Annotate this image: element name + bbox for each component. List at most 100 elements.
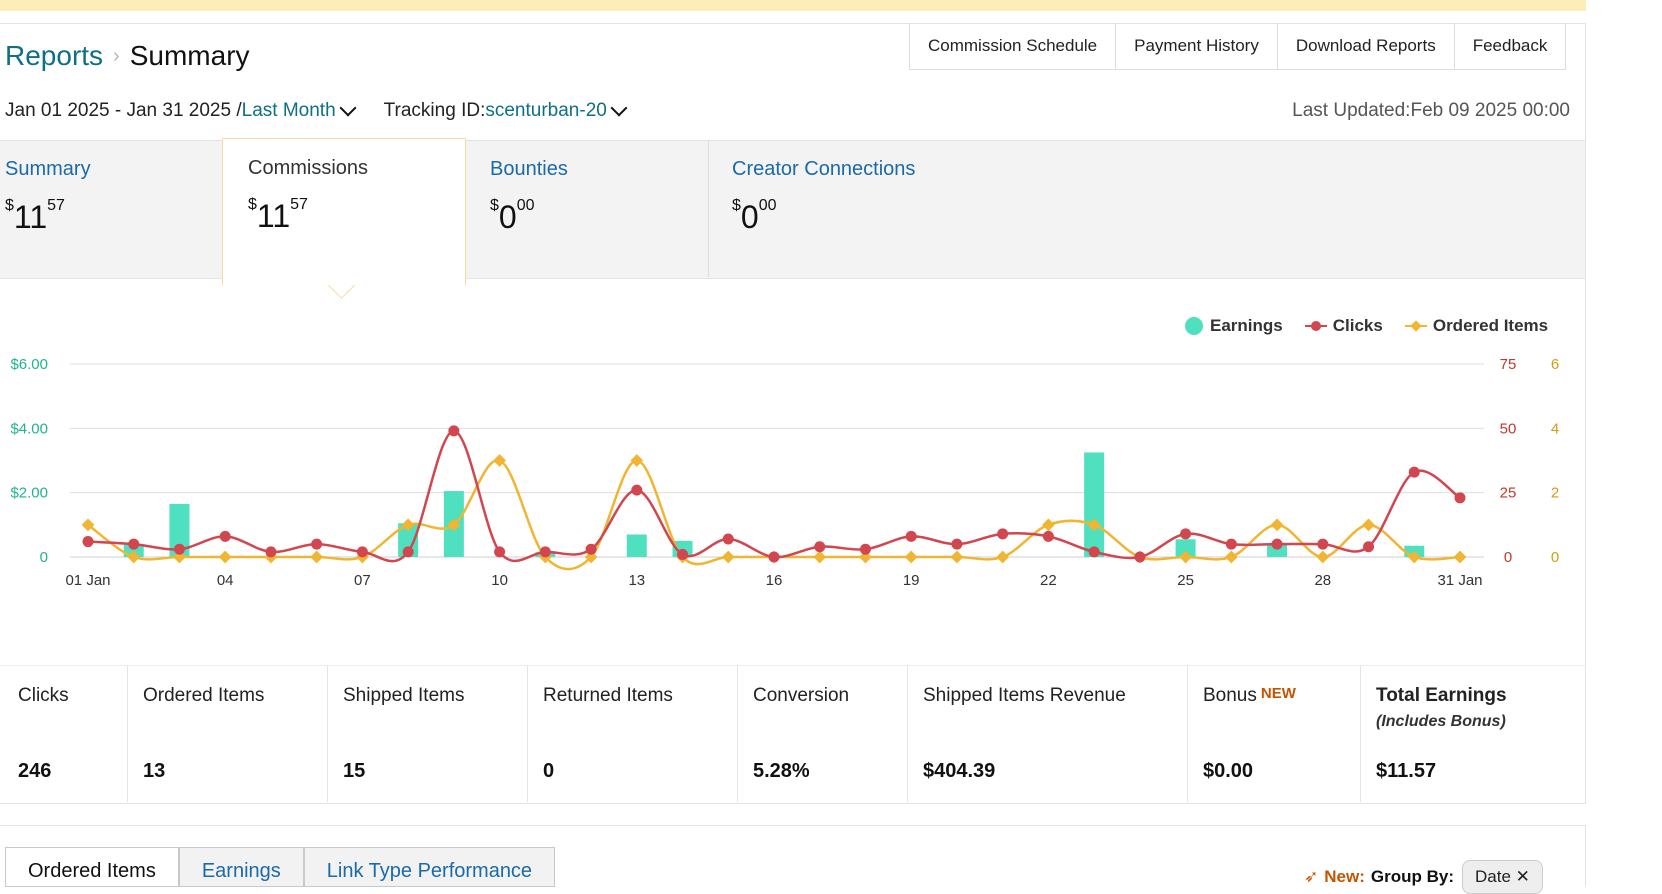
- y-right-clicks-tick-label: 25: [1500, 485, 1517, 502]
- clicks-point: [265, 546, 277, 558]
- ordered-items-point: [721, 550, 735, 564]
- link-type-performance-tab[interactable]: Link Type Performance: [303, 847, 556, 887]
- ordered-items-point: [813, 550, 827, 564]
- clicks-point: [311, 538, 323, 550]
- group-by-label: Group By:: [1370, 867, 1454, 886]
- creator-connections-tab[interactable]: Creator Connections $000: [732, 140, 1032, 277]
- ordered-items-point: [904, 550, 918, 564]
- metric-divider: [527, 665, 528, 802]
- clicks-point: [859, 543, 871, 555]
- clicks-point: [1225, 538, 1237, 550]
- summary-tab[interactable]: Summary $1157: [5, 140, 220, 277]
- earnings-tab[interactable]: Earnings: [178, 847, 304, 887]
- x-tick-label: 28: [1314, 572, 1331, 589]
- ordered-items-point: [493, 454, 506, 467]
- ordered-items-point: [218, 550, 232, 564]
- metric-total-earnings: Total Earnings (Includes Bonus) $11.57: [1358, 665, 1585, 802]
- summary-tab-amount: $1157: [5, 197, 65, 235]
- y-right-clicks-tick-label: 0: [1504, 549, 1512, 566]
- clicks-point: [1088, 546, 1100, 558]
- y-right-ordered-tick-label: 2: [1551, 485, 1559, 502]
- metric-label: Shipped Items: [343, 685, 465, 706]
- metric-conversion: Conversion 5.28%: [735, 665, 905, 802]
- commission-schedule-tab[interactable]: Commission Schedule: [910, 23, 1117, 69]
- clicks-point: [1454, 492, 1466, 504]
- clicks-point: [814, 541, 826, 553]
- ordered-items-line-icon: [1404, 320, 1427, 332]
- metric-shipped-revenue: Shipped Items Revenue $404.39: [905, 665, 1185, 802]
- metric-value: $404.39: [923, 760, 996, 782]
- page-title: Summary: [129, 40, 250, 71]
- ordered-items-point: [1224, 550, 1238, 564]
- legend-clicks[interactable]: Clicks: [1304, 316, 1383, 336]
- x-tick-label: 07: [354, 572, 371, 589]
- earnings-bar: [169, 503, 190, 557]
- tracking-id-dropdown[interactable]: scenturban-20: [485, 100, 607, 121]
- y-right-clicks-tick-label: 75: [1500, 356, 1517, 373]
- metric-shipped-items: Shipped Items 15: [325, 665, 525, 802]
- clicks-point: [173, 543, 185, 555]
- metric-value: 5.28%: [753, 760, 810, 782]
- metric-divider: [907, 665, 908, 802]
- clicks-line-icon: [1304, 321, 1327, 331]
- notification-banner: [0, 0, 1586, 11]
- breadcrumb-separator-icon: ›: [113, 44, 120, 67]
- y-right-ordered-tick-label: 4: [1551, 420, 1559, 437]
- x-tick-label: 22: [1040, 572, 1057, 589]
- download-reports-tab[interactable]: Download Reports: [1278, 23, 1455, 69]
- metric-label: Shipped Items Revenue: [923, 685, 1126, 706]
- chevron-down-icon[interactable]: [610, 99, 628, 117]
- metric-label: Bonus NEW: [1203, 685, 1296, 706]
- bounties-tab[interactable]: Bounties $000: [490, 140, 700, 277]
- date-preset-dropdown[interactable]: Last Month: [241, 100, 336, 121]
- x-tick-label: 25: [1177, 572, 1194, 589]
- legend-earnings[interactable]: Earnings: [1184, 316, 1283, 336]
- earnings-bar: [626, 534, 647, 557]
- last-updated-text: Last Updated:Feb 09 2025 00:00: [1292, 100, 1570, 121]
- ordered-items-point: [401, 518, 415, 532]
- close-icon: ✕: [1515, 867, 1530, 886]
- ordered-items-tab[interactable]: Ordered Items: [5, 847, 179, 887]
- ordered-items-point: [1270, 518, 1284, 532]
- earnings-dot-icon: [1185, 317, 1203, 335]
- ordered-items-point: [630, 454, 644, 467]
- clicks-point: [539, 546, 551, 558]
- x-tick-label: 01 Jan: [65, 572, 110, 589]
- metric-value: 0: [543, 760, 555, 782]
- y-left-tick-label: $2.00: [10, 485, 48, 502]
- ordered-items-point: [1362, 518, 1375, 532]
- clicks-point: [631, 484, 643, 496]
- metric-label: Conversion: [753, 685, 850, 706]
- clicks-point: [905, 530, 917, 542]
- summary-divider: [708, 140, 709, 277]
- metric-divider: [127, 665, 128, 802]
- commissions-tab[interactable]: Commissions $1157: [222, 138, 466, 285]
- metric-divider: [1360, 665, 1361, 802]
- metric-returned-items: Returned Items 0: [525, 665, 735, 802]
- x-tick-label: 19: [903, 572, 920, 589]
- performance-chart: 0 0 0 $2.00 25 2 $4.00 50 4 $6.00 75 6 01 Jan 04 07 10 1…: [10, 356, 1559, 589]
- clicks-point: [1180, 528, 1192, 540]
- chevron-down-icon[interactable]: [339, 99, 357, 117]
- filter-row: Jan 01 2025 - Jan 31 2025 / Last Month T…: [5, 99, 633, 122]
- feedback-tab[interactable]: Feedback: [1455, 23, 1567, 69]
- clicks-point: [1134, 551, 1146, 563]
- rocket-icon: ➶: [1304, 867, 1319, 886]
- clicks-point: [585, 543, 597, 555]
- clicks-point: [494, 546, 506, 558]
- payment-history-tab[interactable]: Payment History: [1116, 23, 1278, 69]
- clicks-point: [219, 530, 231, 542]
- metric-value: 246: [18, 760, 52, 782]
- new-label: New:: [1324, 867, 1365, 886]
- clicks-point: [402, 546, 414, 558]
- metric-divider: [737, 665, 738, 802]
- breadcrumb-reports-link[interactable]: Reports: [5, 40, 104, 71]
- metric-value: 15: [343, 760, 366, 782]
- creator-connections-tab-amount: $000: [732, 197, 777, 235]
- clicks-point: [1408, 466, 1420, 478]
- legend-ordered-items[interactable]: Ordered Items: [1404, 316, 1548, 336]
- clicks-point: [677, 548, 689, 560]
- group-by-dropdown[interactable]: Date ✕: [1461, 860, 1543, 894]
- clicks-point: [1317, 538, 1329, 550]
- x-tick-label: 16: [766, 572, 783, 589]
